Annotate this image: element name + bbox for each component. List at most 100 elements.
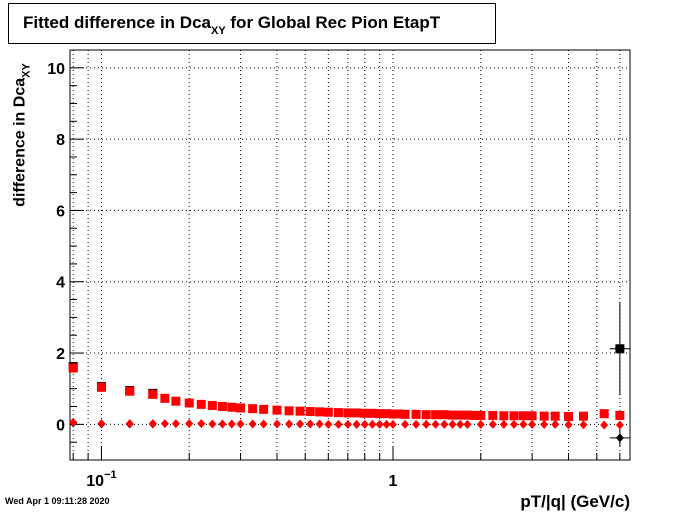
data-point-diamond: [148, 419, 157, 429]
y-tick-label: 4: [56, 275, 65, 292]
data-point-diamond: [296, 419, 305, 429]
data-point-diamond: [227, 419, 236, 429]
data-point-diamond: [456, 419, 465, 429]
data-point-diamond: [360, 419, 369, 429]
data-point-square: [388, 409, 398, 419]
data-point-diamond: [208, 419, 217, 429]
data-point-square: [315, 407, 325, 417]
data-point-diamond: [125, 419, 134, 429]
data-point-diamond: [463, 419, 472, 429]
data-point-diamond: [431, 419, 440, 429]
title-subscript: XY: [210, 25, 226, 37]
x-tick-label: 10−1: [86, 469, 116, 490]
data-point-diamond: [352, 419, 361, 429]
data-point-diamond: [334, 419, 343, 429]
data-point-square: [375, 409, 385, 419]
data-point-diamond: [368, 419, 377, 429]
data-point-diamond: [306, 419, 315, 429]
data-point-square: [125, 386, 135, 396]
data-point-square: [476, 410, 486, 420]
data-point-diamond: [236, 419, 245, 429]
data-point-diamond: [272, 419, 281, 429]
data-point-square: [400, 409, 410, 419]
data-point-square: [509, 411, 519, 421]
ylabel-main: difference in Dca: [11, 77, 29, 207]
data-point-square: [411, 409, 421, 419]
data-point-square: [295, 406, 305, 416]
data-point-square: [599, 409, 609, 419]
data-point-square: [160, 393, 170, 403]
data-point-square: [236, 403, 246, 413]
y-tick-label: 0: [56, 417, 65, 434]
data-point-square: [455, 410, 465, 420]
data-point-diamond: [171, 419, 180, 429]
data-point-diamond: [248, 419, 257, 429]
y-tick-label: 8: [56, 132, 65, 149]
data-point-diamond: [389, 419, 398, 429]
data-point-diamond: [540, 419, 549, 429]
data-point-diamond: [315, 419, 324, 429]
data-point-diamond: [564, 420, 573, 430]
data-point-diamond: [615, 420, 624, 430]
data-point-diamond: [499, 419, 508, 429]
grid-lines: [70, 50, 630, 460]
data-point-diamond: [324, 419, 333, 429]
data-point-diamond: [528, 419, 537, 429]
data-point-square: [539, 411, 549, 421]
data-point-diamond: [422, 419, 431, 429]
data-marks: [68, 302, 630, 447]
data-point-square: [488, 410, 498, 420]
data-point-square: [184, 398, 194, 408]
data-point-diamond: [197, 419, 206, 429]
data-point-square: [207, 400, 217, 410]
data-point-square: [323, 407, 333, 417]
data-point-square: [217, 402, 227, 412]
y-tick-label: 2: [56, 346, 65, 363]
data-point-diamond: [343, 419, 352, 429]
data-point-diamond: [97, 419, 106, 429]
data-point-square: [148, 389, 158, 399]
data-point-square: [68, 363, 78, 373]
title-main: Fitted difference in Dca: [23, 13, 211, 32]
data-point-diamond: [218, 419, 227, 429]
data-point-square: [499, 411, 509, 421]
data-point-diamond: [519, 419, 528, 429]
data-point-diamond: [401, 419, 410, 429]
data-point-square: [518, 411, 528, 421]
y-tick-label: 10: [47, 61, 65, 78]
data-point-diamond: [382, 419, 391, 429]
data-point-square: [448, 410, 458, 420]
data-point-square: [284, 406, 294, 416]
data-point-square: [615, 410, 625, 420]
chart-title: Fitted difference in DcaXY for Global Re…: [23, 13, 440, 37]
data-point-square: [171, 396, 181, 406]
data-point-square: [248, 404, 258, 414]
data-point-diamond: [551, 419, 560, 429]
ylabel-subscript: XY: [20, 63, 33, 78]
data-point-square: [352, 408, 362, 418]
data-point-diamond: [259, 419, 268, 429]
data-point-square: [196, 399, 206, 409]
data-point-square: [333, 408, 343, 418]
data-point-diamond: [440, 419, 449, 429]
data-point-diamond: [615, 433, 624, 443]
plot-frame: [69, 49, 631, 461]
data-point-square: [382, 409, 392, 419]
data-point-square: [615, 344, 625, 354]
data-point-square: [564, 412, 574, 422]
data-point-square: [550, 411, 560, 421]
title-rest: for Global Rec Pion EtapT: [225, 13, 441, 32]
data-point-diamond: [509, 419, 518, 429]
data-point-diamond: [69, 417, 78, 427]
data-point-square: [272, 405, 282, 415]
data-point-square: [469, 410, 479, 420]
data-point-diamond: [412, 419, 421, 429]
data-point-diamond: [160, 419, 169, 429]
data-point-square: [227, 402, 237, 412]
data-point-square: [527, 411, 537, 421]
data-point-square: [394, 409, 404, 419]
data-point-diamond: [375, 419, 384, 429]
data-point-square: [259, 404, 269, 414]
axis-ticks: 0 2 4 6 8 10 10−1 1: [47, 49, 621, 490]
